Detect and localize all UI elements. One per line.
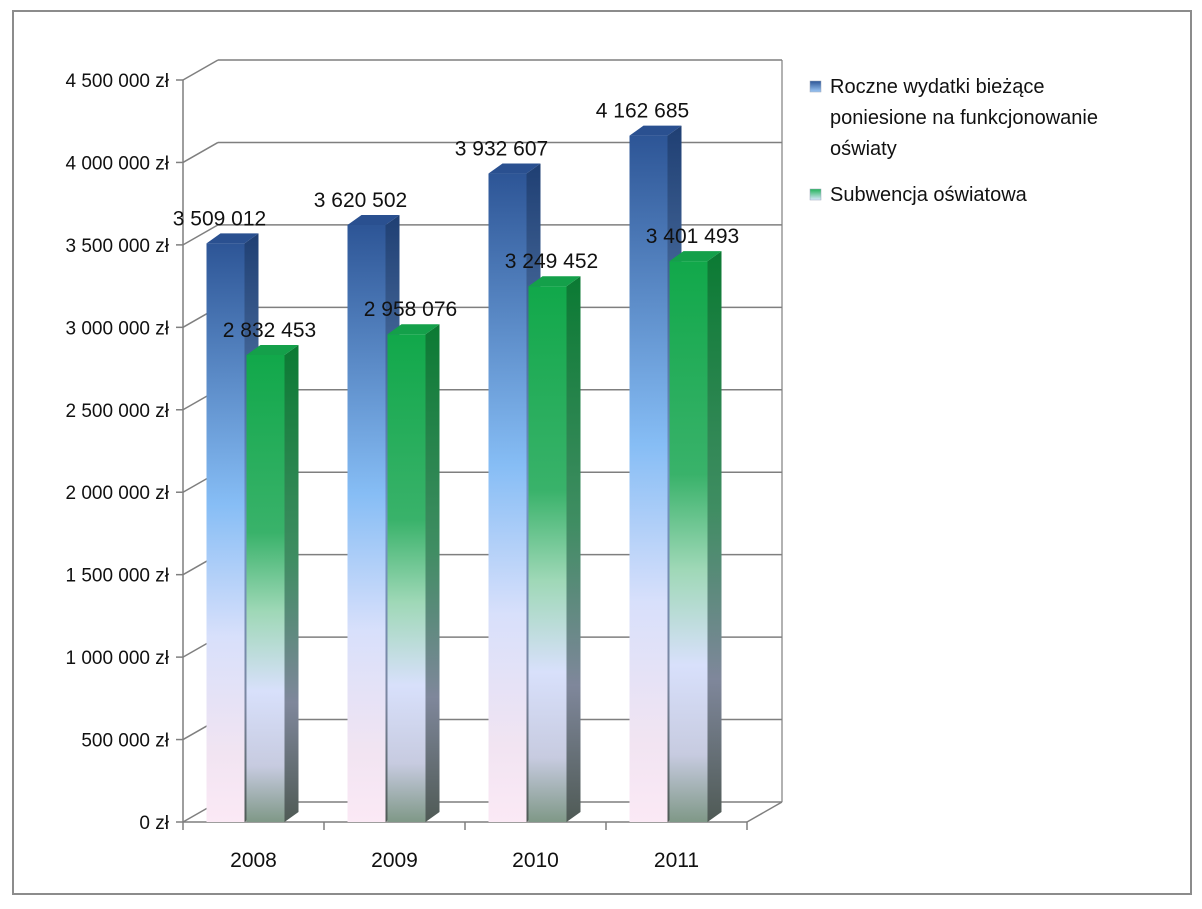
x-tick-label: 2010 — [512, 849, 559, 872]
data-label: 2 958 076 — [364, 298, 457, 321]
bar-subsidy — [528, 286, 567, 822]
data-label: 3 249 452 — [505, 250, 598, 273]
bar-expenses — [629, 135, 668, 822]
bar-side — [284, 344, 299, 822]
y-tick-label: 3 500 000 zł — [65, 236, 169, 257]
legend-label: oświaty — [830, 138, 897, 160]
y-tick-label: 2 000 000 zł — [65, 483, 169, 504]
y-tick-label: 1 000 000 zł — [65, 648, 169, 669]
gridline-side — [182, 59, 219, 81]
gridline-side — [182, 224, 219, 246]
bar-top — [206, 233, 259, 244]
bar-top — [629, 125, 682, 136]
bar-side — [425, 324, 440, 822]
x-tick-label: 2009 — [371, 849, 418, 872]
bar-expenses — [206, 243, 245, 823]
y-tick-label: 0 zł — [139, 813, 169, 834]
bar-subsidy — [669, 261, 708, 822]
bar-top — [528, 276, 581, 287]
gridline-side — [182, 141, 219, 164]
bar-expenses — [347, 225, 386, 822]
data-label: 3 620 502 — [314, 189, 407, 212]
data-label: 3 932 607 — [455, 138, 548, 161]
bar-top — [488, 163, 541, 174]
bar-subsidy — [387, 334, 426, 822]
legend-label: Roczne wydatki bieżące — [830, 76, 1045, 98]
y-tick-label: 3 000 000 zł — [65, 318, 169, 339]
y-tick-label: 4 500 000 zł — [65, 71, 169, 92]
data-label: 4 162 685 — [596, 100, 689, 123]
legend-label: poniesione na funkcjonowanie — [830, 107, 1098, 129]
data-label: 3 509 012 — [173, 207, 266, 230]
legend-swatch — [809, 80, 822, 93]
bar-expenses — [488, 173, 527, 822]
bar-top — [669, 251, 722, 262]
y-tick-label: 4 000 000 zł — [65, 153, 169, 174]
bar-top — [387, 324, 440, 335]
legend-label: Subwencja oświatowa — [830, 184, 1028, 206]
bar-subsidy — [246, 354, 285, 822]
x-tick-label: 2011 — [654, 849, 699, 872]
y-tick-label: 2 500 000 zł — [65, 401, 169, 422]
y-tick-label: 500 000 zł — [81, 731, 169, 752]
floor-edge — [746, 801, 783, 823]
bar-side — [707, 251, 722, 822]
y-tick-label: 1 500 000 zł — [65, 566, 169, 587]
x-tick-label: 2008 — [230, 849, 277, 872]
bar-top — [246, 344, 299, 355]
bar-top — [347, 215, 400, 226]
data-label: 2 832 453 — [223, 319, 316, 342]
data-label: 3 401 493 — [646, 225, 739, 248]
legend-swatch — [809, 188, 822, 201]
bar-side — [566, 276, 581, 822]
